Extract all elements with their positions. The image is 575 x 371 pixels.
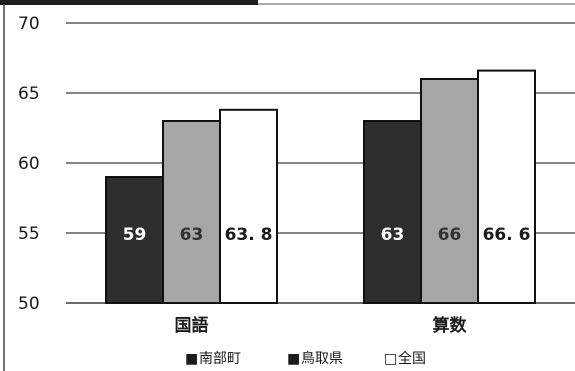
data-label: 66. 6 (483, 225, 531, 245)
x-axis-categories: 国語 算数 (175, 315, 468, 336)
x-category-label: 国語 (175, 315, 209, 336)
data-label: 66 (438, 225, 462, 245)
data-labels: 59 63 63. 8 63 66 66. 6 (123, 225, 531, 245)
header-strip (0, 0, 258, 5)
y-tick-label: 65 (18, 84, 40, 104)
data-label: 63 (180, 225, 204, 245)
bar (162, 120, 221, 304)
legend-marker: □ (384, 351, 397, 367)
y-axis-ticks: 50 55 60 65 70 (18, 14, 40, 314)
bar (105, 176, 164, 304)
bar (477, 69, 536, 304)
y-tick-label: 70 (18, 14, 40, 34)
legend-entry: 全国 (398, 350, 426, 367)
bars (105, 69, 536, 304)
data-label: 63. 8 (225, 225, 273, 245)
legend-marker: ■ (287, 351, 300, 367)
y-tick-label: 55 (18, 224, 40, 244)
bar (363, 120, 422, 304)
bar (219, 108, 278, 304)
legend: ■ 南部町 ■ 鳥取県 □ 全国 (185, 350, 426, 367)
bar (420, 78, 479, 304)
data-label: 59 (123, 225, 147, 245)
data-label: 63 (381, 225, 405, 245)
legend-entry: 鳥取県 (301, 351, 343, 367)
x-category-label: 算数 (432, 315, 468, 336)
legend-entry: 南部町 (199, 351, 241, 367)
y-tick-label: 50 (18, 294, 40, 314)
y-tick-label: 60 (18, 154, 40, 174)
legend-marker: ■ (185, 351, 198, 367)
